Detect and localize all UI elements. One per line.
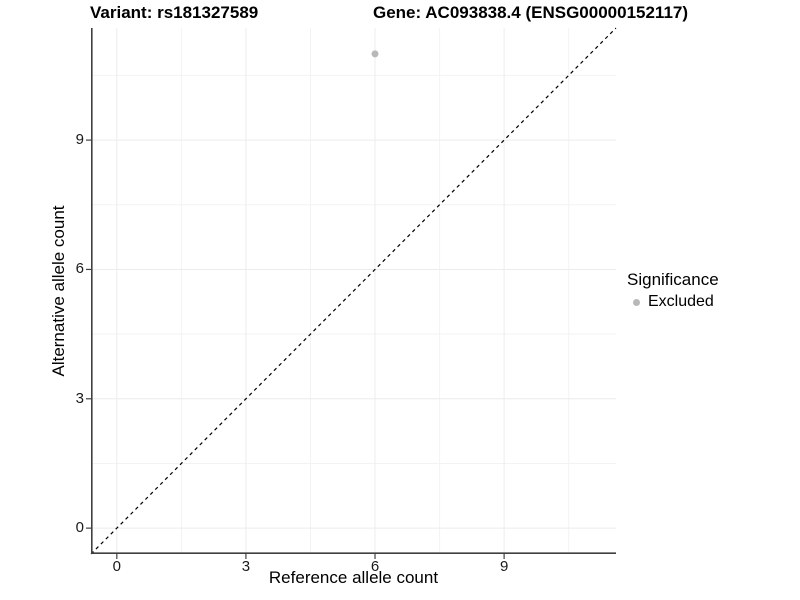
- x-tick-label: 6: [370, 558, 380, 575]
- x-tick-label: 9: [499, 558, 509, 575]
- plot-panel: [86, 27, 617, 559]
- legend: Significance Excluded: [627, 270, 719, 311]
- legend-item-excluded: Excluded: [627, 293, 719, 311]
- x-tick-label: 0: [112, 558, 121, 575]
- legend-point-icon: [633, 298, 640, 306]
- x-axis-title: Reference allele count: [268, 568, 439, 587]
- y-tick-label: 9: [75, 131, 84, 149]
- plot-title-variant: Variant: rs181327589: [90, 3, 259, 22]
- identity-line: [90, 27, 617, 555]
- y-tick-label: 0: [75, 519, 84, 537]
- x-tick-label: 3: [241, 558, 251, 575]
- data-point: [371, 50, 379, 58]
- y-tick-label: 3: [75, 389, 84, 407]
- y-tick-label: 6: [75, 260, 84, 278]
- plot-title-gene: Gene: AC093838.4 (ENSG00000152117): [373, 3, 689, 22]
- legend-item-label: Excluded: [648, 293, 714, 310]
- y-axis-title: Alternative allele count: [49, 205, 68, 377]
- legend-title: Significance: [627, 270, 719, 289]
